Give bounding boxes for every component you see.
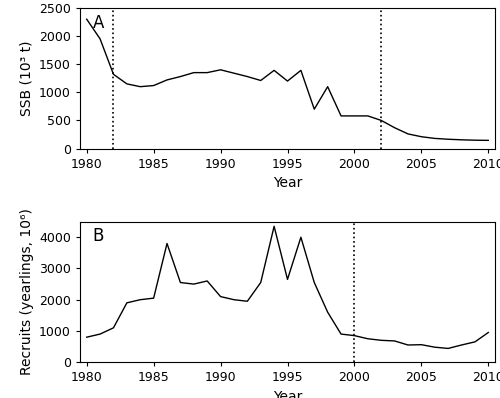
Text: B: B [92,227,104,245]
X-axis label: Year: Year [273,390,302,398]
X-axis label: Year: Year [273,176,302,190]
Y-axis label: SSB (10³ t): SSB (10³ t) [20,41,34,116]
Text: A: A [92,14,104,31]
Y-axis label: Recruits (yearlings, 10⁶): Recruits (yearlings, 10⁶) [20,209,34,375]
